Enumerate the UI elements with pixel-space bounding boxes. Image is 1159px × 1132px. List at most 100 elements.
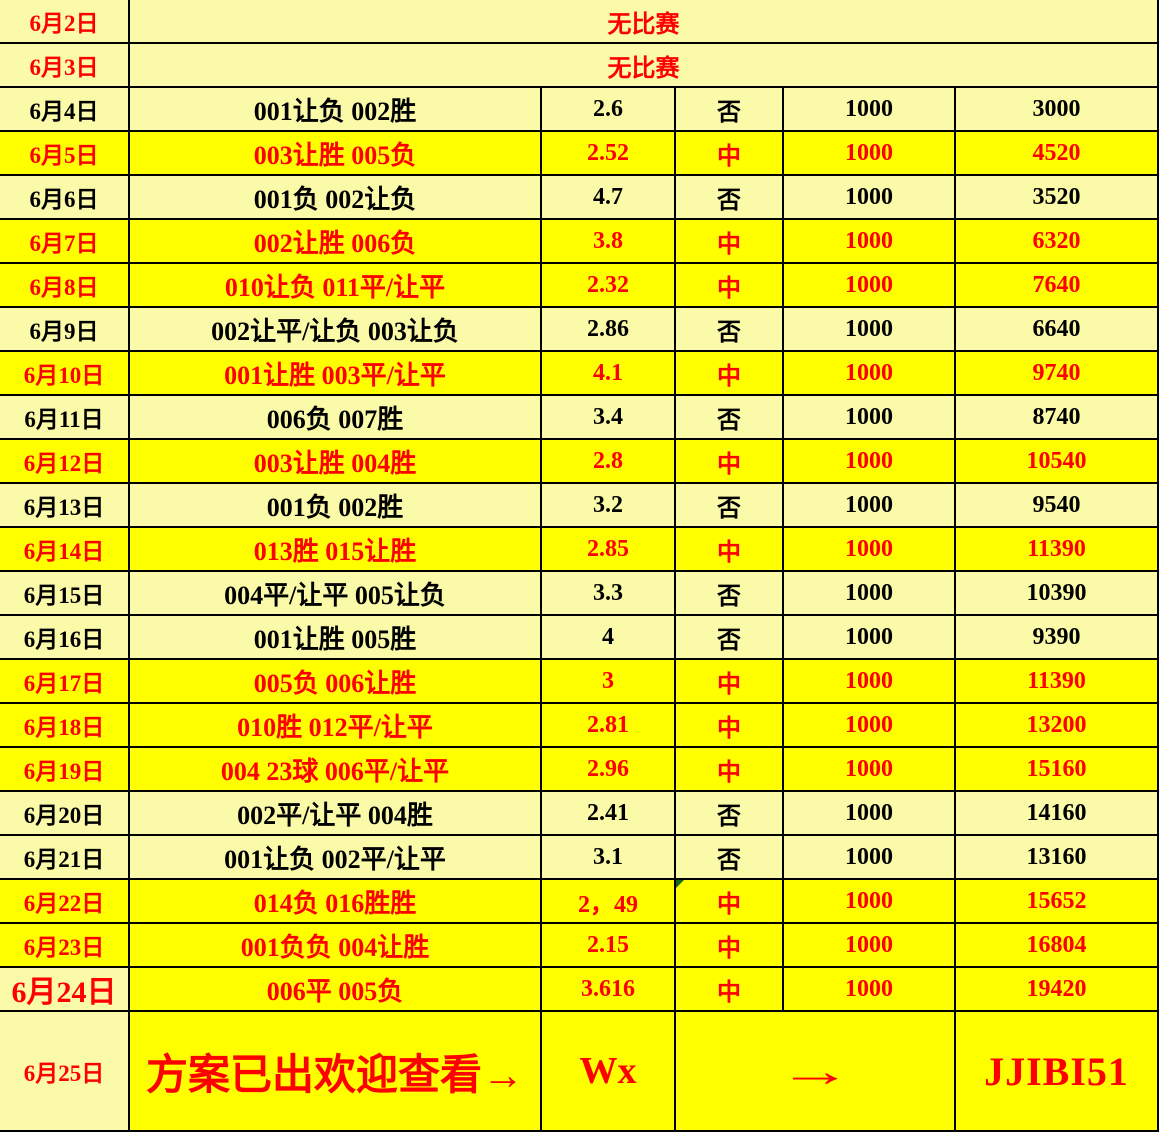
date-cell: 6月23日 bbox=[0, 924, 130, 968]
table-row: 6月24日 006平 005负 3.616 中 1000 19420 bbox=[0, 968, 1159, 1012]
result-cell: 否 bbox=[676, 396, 784, 440]
total-cell: 13160 bbox=[956, 836, 1159, 880]
odds-cell: 4.7 bbox=[542, 176, 676, 220]
total-cell: 13200 bbox=[956, 704, 1159, 748]
picks-cell: 001让负 002胜 bbox=[130, 88, 542, 132]
table-row: 6月4日 001让负 002胜 2.6 否 1000 3000 bbox=[0, 88, 1159, 132]
result-cell: 否 bbox=[676, 484, 784, 528]
picks-cell: 010让负 011平/让平 bbox=[130, 264, 542, 308]
date-cell: 6月7日 bbox=[0, 220, 130, 264]
date-cell: 6月21日 bbox=[0, 836, 130, 880]
odds-cell: 2.81 bbox=[542, 704, 676, 748]
table-row: 6月16日 001让胜 005胜 4 否 1000 9390 bbox=[0, 616, 1159, 660]
date-cell: 6月8日 bbox=[0, 264, 130, 308]
stake-cell: 1000 bbox=[784, 792, 956, 836]
picks-cell: 003让胜 005负 bbox=[130, 132, 542, 176]
date-cell: 6月12日 bbox=[0, 440, 130, 484]
picks-cell: 010胜 012平/让平 bbox=[130, 704, 542, 748]
wx-cell: Wx bbox=[542, 1012, 676, 1132]
table-row: 6月12日 003让胜 004胜 2.8 中 1000 10540 bbox=[0, 440, 1159, 484]
stake-cell: 1000 bbox=[784, 440, 956, 484]
odds-cell: 2.8 bbox=[542, 440, 676, 484]
odds-cell: 2.6 bbox=[542, 88, 676, 132]
total-cell: 15652 bbox=[956, 880, 1159, 924]
odds-cell: 3.2 bbox=[542, 484, 676, 528]
promo-code-cell: JJIBI51 bbox=[956, 1012, 1159, 1132]
table-row: 6月19日 004 23球 006平/让平 2.96 中 1000 15160 bbox=[0, 748, 1159, 792]
picks-cell: 006平 005负 bbox=[130, 968, 542, 1012]
date-cell: 6月15日 bbox=[0, 572, 130, 616]
odds-cell: 2.32 bbox=[542, 264, 676, 308]
result-cell: 否 bbox=[676, 88, 784, 132]
result-cell: 中 bbox=[676, 264, 784, 308]
total-cell: 9540 bbox=[956, 484, 1159, 528]
picks-cell: 001让胜 005胜 bbox=[130, 616, 542, 660]
date-cell: 6月6日 bbox=[0, 176, 130, 220]
odds-cell: 3.616 bbox=[542, 968, 676, 1012]
table-row: 6月14日 013胜 015让胜 2.85 中 1000 11390 bbox=[0, 528, 1159, 572]
result-cell: 中 bbox=[676, 352, 784, 396]
result-cell: 中 bbox=[676, 132, 784, 176]
table-row: 6月21日 001让负 002平/让平 3.1 否 1000 13160 bbox=[0, 836, 1159, 880]
date-cell: 6月5日 bbox=[0, 132, 130, 176]
table-row: 6月6日 001负 002让负 4.7 否 1000 3520 bbox=[0, 176, 1159, 220]
picks-cell: 014负 016胜胜 bbox=[130, 880, 542, 924]
table-row: 6月5日 003让胜 005负 2.52 中 1000 4520 bbox=[0, 132, 1159, 176]
stake-cell: 1000 bbox=[784, 616, 956, 660]
green-corner-marker-icon bbox=[676, 880, 684, 888]
result-cell: 中 bbox=[676, 440, 784, 484]
total-cell: 6640 bbox=[956, 308, 1159, 352]
result-cell: 中 bbox=[676, 748, 784, 792]
total-cell: 8740 bbox=[956, 396, 1159, 440]
result-cell: 中 bbox=[676, 220, 784, 264]
result-cell: 中 bbox=[676, 704, 784, 748]
table-row: 6月20日 002平/让平 004胜 2.41 否 1000 14160 bbox=[0, 792, 1159, 836]
date-cell: 6月17日 bbox=[0, 660, 130, 704]
picks-cell: 006负 007胜 bbox=[130, 396, 542, 440]
table-row: 6月25日 方案已出欢迎查看→ Wx → JJIBI51 bbox=[0, 1012, 1159, 1132]
picks-cell: 002平/让平 004胜 bbox=[130, 792, 542, 836]
date-cell: 6月4日 bbox=[0, 88, 130, 132]
stake-cell: 1000 bbox=[784, 352, 956, 396]
total-cell: 9740 bbox=[956, 352, 1159, 396]
total-cell: 19420 bbox=[956, 968, 1159, 1012]
result-cell: 否 bbox=[676, 176, 784, 220]
stake-cell: 1000 bbox=[784, 176, 956, 220]
table-row: 6月2日 无比赛 bbox=[0, 0, 1159, 44]
odds-cell: 4.1 bbox=[542, 352, 676, 396]
stake-cell: 1000 bbox=[784, 660, 956, 704]
no-match-cell: 无比赛 bbox=[130, 0, 1159, 44]
odds-cell: 2.41 bbox=[542, 792, 676, 836]
odds-cell: 2.15 bbox=[542, 924, 676, 968]
stake-cell: 1000 bbox=[784, 396, 956, 440]
picks-cell: 001负 002胜 bbox=[130, 484, 542, 528]
date-cell: 6月19日 bbox=[0, 748, 130, 792]
promo-message-cell: 方案已出欢迎查看→ bbox=[130, 1012, 542, 1132]
picks-cell: 003让胜 004胜 bbox=[130, 440, 542, 484]
stake-cell: 1000 bbox=[784, 704, 956, 748]
result-cell: 中 bbox=[676, 968, 784, 1012]
arrow-cell: → bbox=[676, 1012, 956, 1132]
date-cell: 6月10日 bbox=[0, 352, 130, 396]
stake-cell: 1000 bbox=[784, 968, 956, 1012]
stake-cell: 1000 bbox=[784, 748, 956, 792]
stake-cell: 1000 bbox=[784, 264, 956, 308]
picks-cell: 005负 006让胜 bbox=[130, 660, 542, 704]
date-cell: 6月9日 bbox=[0, 308, 130, 352]
total-cell: 16804 bbox=[956, 924, 1159, 968]
picks-cell: 002让胜 006负 bbox=[130, 220, 542, 264]
total-cell: 11390 bbox=[956, 528, 1159, 572]
result-cell: 否 bbox=[676, 792, 784, 836]
picks-cell: 001让胜 003平/让平 bbox=[130, 352, 542, 396]
odds-cell: 2.86 bbox=[542, 308, 676, 352]
picks-cell: 004平/让平 005让负 bbox=[130, 572, 542, 616]
stake-cell: 1000 bbox=[784, 88, 956, 132]
total-cell: 3520 bbox=[956, 176, 1159, 220]
table-row: 6月3日 无比赛 bbox=[0, 44, 1159, 88]
table-row: 6月7日 002让胜 006负 3.8 中 1000 6320 bbox=[0, 220, 1159, 264]
result-cell: 中 bbox=[676, 924, 784, 968]
date-cell: 6月18日 bbox=[0, 704, 130, 748]
table-row: 6月15日 004平/让平 005让负 3.3 否 1000 10390 bbox=[0, 572, 1159, 616]
odds-cell: 2.52 bbox=[542, 132, 676, 176]
